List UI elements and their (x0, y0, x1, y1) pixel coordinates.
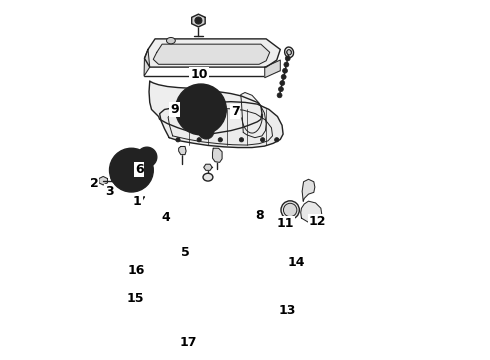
Polygon shape (144, 49, 150, 76)
Circle shape (196, 104, 206, 115)
Circle shape (284, 62, 289, 67)
Circle shape (111, 171, 123, 184)
Text: 8: 8 (255, 210, 264, 222)
Text: 3: 3 (105, 185, 114, 198)
Circle shape (285, 56, 290, 61)
Circle shape (198, 123, 214, 139)
Text: 12: 12 (309, 215, 326, 228)
Text: 7: 7 (231, 105, 240, 118)
Circle shape (195, 17, 202, 24)
Text: 6: 6 (135, 163, 144, 176)
Polygon shape (302, 179, 315, 201)
Text: 14: 14 (288, 256, 305, 269)
Circle shape (137, 147, 157, 167)
Ellipse shape (281, 201, 299, 219)
Ellipse shape (285, 47, 294, 58)
Polygon shape (192, 14, 205, 27)
Circle shape (110, 148, 153, 192)
Circle shape (283, 68, 288, 73)
Text: 15: 15 (126, 292, 144, 305)
Circle shape (115, 174, 120, 180)
Circle shape (261, 138, 265, 142)
Circle shape (218, 138, 222, 142)
Circle shape (202, 127, 210, 136)
Text: 5: 5 (181, 246, 190, 259)
Polygon shape (160, 102, 283, 148)
Circle shape (126, 165, 137, 175)
Text: 17: 17 (180, 336, 197, 349)
Text: 1: 1 (133, 195, 142, 208)
Polygon shape (153, 44, 270, 64)
Circle shape (239, 138, 244, 142)
Ellipse shape (167, 37, 175, 44)
Circle shape (274, 138, 279, 142)
Ellipse shape (283, 203, 297, 217)
Text: 2: 2 (90, 177, 98, 190)
Text: 9: 9 (170, 103, 179, 116)
Polygon shape (301, 201, 322, 224)
Ellipse shape (203, 173, 213, 181)
Circle shape (190, 99, 212, 120)
Circle shape (176, 138, 180, 142)
Ellipse shape (287, 50, 291, 55)
Circle shape (175, 84, 226, 135)
Text: 11: 11 (277, 217, 294, 230)
Polygon shape (179, 147, 186, 154)
Polygon shape (204, 164, 212, 170)
Polygon shape (149, 81, 262, 135)
Circle shape (280, 81, 285, 85)
Circle shape (281, 75, 286, 79)
Text: 13: 13 (279, 304, 296, 317)
Circle shape (121, 159, 142, 181)
Text: 4: 4 (161, 211, 170, 224)
Circle shape (115, 153, 148, 187)
Circle shape (277, 93, 282, 98)
Circle shape (197, 138, 201, 142)
Circle shape (181, 90, 221, 129)
Polygon shape (265, 60, 280, 78)
Polygon shape (213, 148, 222, 162)
Text: 10: 10 (191, 68, 208, 81)
Polygon shape (241, 93, 266, 138)
Circle shape (278, 87, 283, 92)
Text: 16: 16 (128, 264, 146, 277)
Polygon shape (99, 176, 107, 185)
Polygon shape (145, 39, 280, 67)
Circle shape (141, 152, 152, 163)
Circle shape (287, 50, 292, 55)
